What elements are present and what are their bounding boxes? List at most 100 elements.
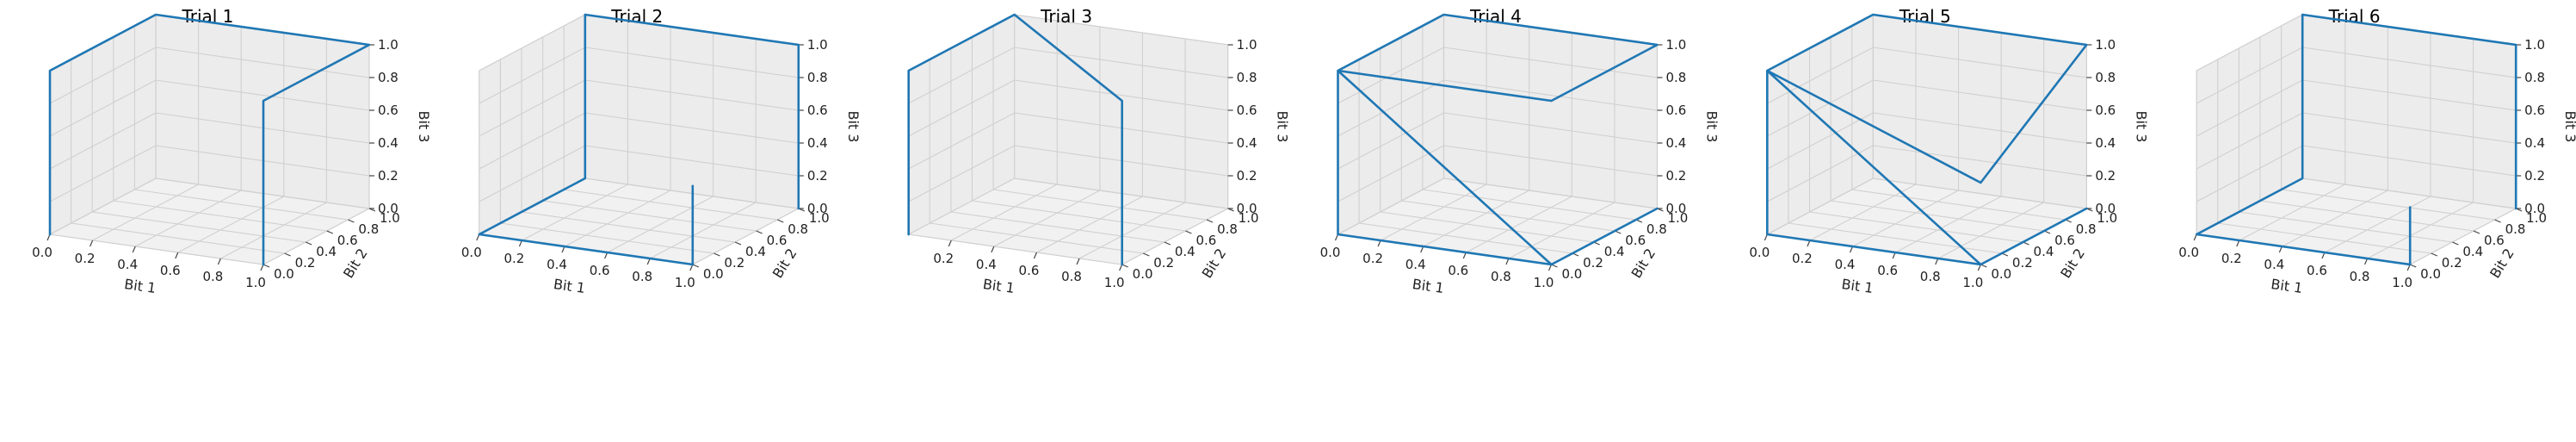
y-tick-label: 1.0	[1239, 210, 1259, 226]
gridline	[2324, 196, 2431, 253]
z-tick-label: 0.2	[378, 168, 398, 184]
y-tick-mark	[1206, 219, 1214, 223]
y-tick-mark	[305, 241, 312, 246]
y-tick-label: 0.2	[1583, 255, 1603, 271]
gridline	[92, 184, 199, 241]
y-tick-mark	[1143, 252, 1150, 257]
gridline	[930, 222, 1144, 254]
gridline	[134, 189, 349, 221]
y-axis-label: Bit 2	[2057, 246, 2088, 281]
z-tick-label: 0.6	[807, 103, 828, 118]
gridline	[2302, 145, 2517, 177]
z-tick-label: 0.4	[1237, 135, 1257, 151]
x-tick-label: 0.2	[2221, 251, 2242, 266]
gridline	[1767, 177, 1874, 235]
gridline	[1788, 222, 2003, 254]
gridline	[1767, 145, 1874, 202]
pane-back-wall	[1872, 14, 2087, 209]
y-tick-label: 0.6	[1195, 233, 1216, 248]
z-tick-label: 0.8	[1237, 70, 1257, 85]
x-tick-mark	[1076, 258, 1080, 265]
gridline	[1873, 145, 2087, 177]
gridline	[2302, 112, 2517, 144]
trajectory-line	[48, 13, 371, 266]
x-tick-label: 0.0	[461, 245, 482, 260]
y-tick-label: 1.0	[380, 210, 400, 226]
x-tick-label: 0.2	[1792, 251, 1813, 266]
trajectory-line	[907, 13, 1123, 266]
x-tick-label: 0.0	[32, 245, 53, 260]
z-tick-label: 0.8	[2524, 70, 2545, 85]
y-tick-label: 0.8	[2505, 221, 2526, 237]
gridline	[1767, 47, 1874, 104]
z-axis-label: Bit 3	[1275, 111, 1291, 143]
z-tick-label: 0.0	[1666, 201, 1687, 216]
gridline	[1873, 47, 2087, 78]
gridline	[1809, 184, 1917, 241]
gridline	[1422, 189, 1636, 221]
chart-title: Trial 4	[1469, 6, 1522, 27]
y-tick-mark	[348, 219, 355, 223]
x-axis-label: Bit 1	[982, 276, 1016, 296]
gridline	[177, 196, 285, 253]
y-tick-label: 0.6	[767, 233, 788, 248]
gridline	[113, 200, 327, 232]
gridline	[49, 112, 157, 170]
chart-title: Trial 3	[1040, 6, 1092, 27]
y-tick-label: 0.0	[1133, 266, 1153, 282]
gridline	[1767, 112, 1874, 170]
gridline	[1036, 196, 1143, 253]
gridline	[2367, 202, 2474, 259]
gridline	[950, 211, 1164, 243]
gridline	[1337, 47, 1444, 104]
gridline	[2282, 190, 2388, 247]
gridline	[607, 196, 713, 253]
y-tick-mark	[734, 241, 742, 246]
gridline	[1443, 79, 1658, 111]
x-tick-label: 1.0	[245, 275, 266, 290]
gridline	[2281, 189, 2495, 221]
gridline	[1894, 196, 2002, 253]
y-tick-mark	[284, 252, 291, 257]
trajectory-line	[1766, 13, 2088, 266]
z-tick-label: 0.0	[807, 201, 828, 216]
gridline	[1466, 196, 1572, 253]
gridline	[1873, 112, 2087, 144]
x-tick-label: 0.8	[632, 269, 652, 284]
x-tick-label: 0.8	[2350, 269, 2370, 284]
y-tick-label: 0.4	[2034, 244, 2054, 259]
gridline	[1443, 112, 1658, 144]
x-axis-label: Bit 1	[2270, 276, 2303, 296]
gridline	[479, 145, 586, 202]
chart-title: Trial 1	[181, 6, 233, 27]
gridline	[155, 47, 370, 78]
y-tick-label: 0.2	[2442, 255, 2462, 271]
z-tick-label: 0.4	[1666, 135, 1687, 151]
y-tick-label: 0.0	[274, 266, 294, 282]
x-tick-label: 0.0	[2178, 245, 2199, 260]
gridline	[1401, 200, 1615, 232]
y-tick-mark	[2494, 219, 2501, 223]
gridline	[49, 145, 157, 202]
x-tick-label: 0.6	[1019, 263, 1040, 278]
x-tick-label: 1.0	[675, 275, 695, 290]
gridline	[908, 79, 1015, 137]
gridline	[1014, 79, 1228, 111]
gridline	[522, 184, 628, 241]
y-tick-mark	[2452, 241, 2459, 246]
x-tick-label: 0.6	[1877, 263, 1898, 278]
gridline	[1767, 79, 1874, 137]
z-tick-label: 0.8	[2095, 70, 2116, 85]
y-tick-mark	[1185, 230, 1192, 234]
gridline	[1831, 200, 2045, 232]
x-tick-label: 0.8	[1920, 269, 1941, 284]
trajectory-line	[1337, 13, 1659, 266]
gridline	[542, 200, 757, 232]
z-tick-label: 0.4	[807, 135, 828, 151]
x-tick-label: 0.2	[504, 251, 525, 266]
